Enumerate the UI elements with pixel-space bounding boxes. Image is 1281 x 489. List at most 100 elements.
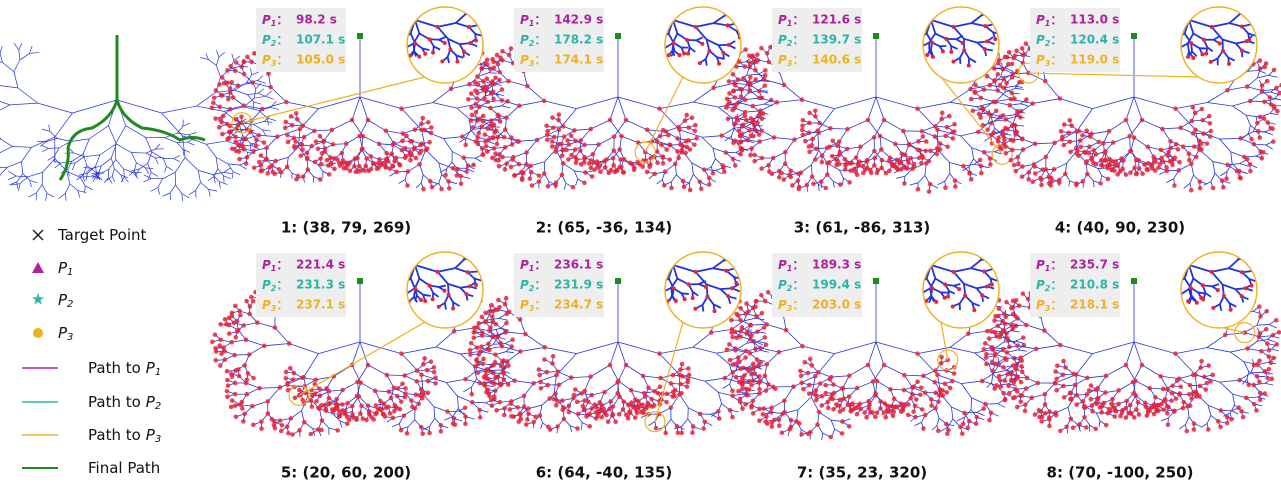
zoom-node <box>993 37 997 41</box>
node <box>498 119 503 124</box>
node <box>489 118 494 123</box>
node <box>743 97 748 102</box>
branch <box>346 136 359 144</box>
node <box>1004 117 1009 122</box>
node <box>545 129 550 134</box>
node <box>542 171 547 176</box>
node <box>816 130 821 135</box>
branch <box>251 68 252 75</box>
legend-label: Final Path <box>88 459 160 477</box>
node <box>854 169 859 174</box>
node <box>858 145 863 150</box>
node <box>212 95 217 100</box>
branch <box>268 387 280 401</box>
node <box>421 362 426 367</box>
node <box>350 404 355 409</box>
node <box>928 149 933 154</box>
node <box>230 374 235 379</box>
node <box>388 411 393 416</box>
branch <box>1246 115 1250 125</box>
node <box>561 124 566 129</box>
node <box>1238 175 1243 180</box>
node <box>748 75 753 80</box>
node <box>676 156 681 161</box>
node <box>217 105 222 110</box>
branch <box>868 97 876 120</box>
branch <box>618 97 626 120</box>
node <box>234 414 239 419</box>
node <box>1018 115 1023 120</box>
node <box>459 181 464 186</box>
row-label-name: P <box>520 53 529 67</box>
node <box>1225 88 1230 93</box>
node <box>1089 132 1094 137</box>
node <box>566 157 571 162</box>
node <box>453 422 458 427</box>
node <box>1270 126 1275 131</box>
node <box>1134 171 1139 176</box>
zoom-branch <box>738 18 744 23</box>
branch <box>399 180 405 184</box>
branch <box>151 172 158 176</box>
node <box>343 409 348 414</box>
node <box>560 173 565 178</box>
node <box>481 152 486 157</box>
branch <box>368 365 387 375</box>
node <box>1124 118 1129 123</box>
node <box>767 60 772 65</box>
zoom-node <box>694 25 698 29</box>
branch <box>28 193 36 197</box>
node <box>302 420 307 425</box>
node <box>408 139 413 144</box>
zoom-node <box>419 298 423 302</box>
node <box>322 149 327 154</box>
row-label-sep: ： <box>534 13 546 27</box>
zoom-branch <box>1242 1 1248 6</box>
node <box>470 113 475 118</box>
zoom-node <box>672 41 676 45</box>
node <box>322 403 327 408</box>
node <box>596 142 601 147</box>
branch <box>711 159 715 167</box>
node <box>524 150 529 155</box>
zoom-node <box>364 305 368 309</box>
node <box>753 68 758 73</box>
node <box>711 171 716 176</box>
node <box>969 97 974 102</box>
node <box>896 167 901 172</box>
node <box>924 139 929 144</box>
node <box>552 135 557 140</box>
node <box>226 97 231 102</box>
node <box>245 392 250 397</box>
zoom-branch <box>392 293 398 297</box>
branch <box>693 333 711 348</box>
node <box>857 163 862 168</box>
zoom-branch <box>625 11 634 20</box>
node <box>1005 127 1010 132</box>
node <box>1077 129 1082 134</box>
branch <box>1028 73 1045 81</box>
node <box>747 128 752 133</box>
node <box>229 340 234 345</box>
node <box>734 102 739 107</box>
node <box>321 139 326 144</box>
branch <box>436 331 454 347</box>
branch <box>73 153 84 157</box>
node <box>683 118 688 123</box>
zoom-branch <box>654 40 659 47</box>
panel: P1：236.1 sP2：231.9 sP3：234.7 s6: (64, -4… <box>468 240 769 482</box>
node <box>395 406 400 411</box>
branch <box>213 175 220 182</box>
node <box>573 139 578 144</box>
zoom-node <box>347 277 351 281</box>
zoom-branch <box>870 45 877 49</box>
branch <box>544 101 576 109</box>
node <box>686 125 691 130</box>
node <box>1013 54 1018 59</box>
zoom-branch <box>640 58 641 64</box>
zoom-node <box>863 31 867 35</box>
node <box>1020 136 1025 141</box>
branch <box>1247 87 1262 91</box>
node <box>1094 152 1099 157</box>
node <box>369 415 374 420</box>
